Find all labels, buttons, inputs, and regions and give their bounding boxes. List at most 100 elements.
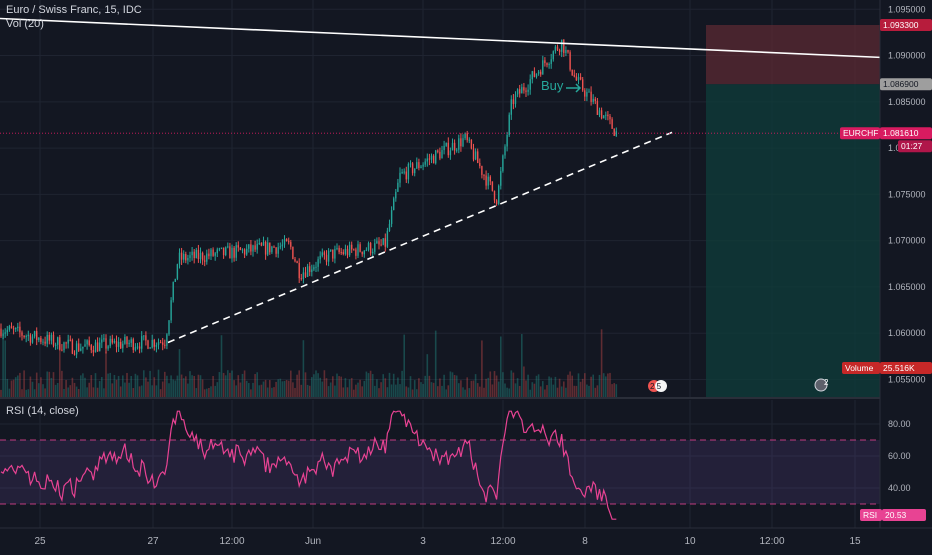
volume-bar xyxy=(602,373,605,398)
volume-bar xyxy=(521,334,523,398)
volume-bar xyxy=(86,387,88,398)
volume-bar xyxy=(44,388,46,398)
price-candle xyxy=(23,335,25,338)
price-candle xyxy=(185,253,187,261)
price-candle xyxy=(86,340,88,345)
volume-bar xyxy=(382,374,384,398)
volume-bar xyxy=(176,375,179,398)
price-candle xyxy=(50,334,53,341)
volume-bar xyxy=(281,381,284,398)
price-candle xyxy=(579,77,582,80)
volume-bar xyxy=(611,384,613,398)
volume-bar xyxy=(432,382,435,398)
price-candle xyxy=(600,110,603,119)
price-candle xyxy=(363,250,365,255)
price-candle xyxy=(153,339,155,347)
price-candle xyxy=(174,278,176,282)
volume-bar xyxy=(573,385,576,398)
price-candle xyxy=(319,255,321,260)
price-candle xyxy=(252,245,254,252)
volume-bar xyxy=(218,372,221,398)
price-candle xyxy=(510,99,512,115)
price-candle xyxy=(92,350,95,353)
price-tick-label: 1.055000 xyxy=(888,374,926,384)
volume-bar xyxy=(416,389,418,398)
price-candle xyxy=(443,145,445,151)
volume-bar xyxy=(531,382,534,398)
price-candle xyxy=(164,344,166,346)
volume-bar xyxy=(84,377,86,398)
volume-bar xyxy=(535,375,538,398)
price-candle xyxy=(399,172,401,183)
price-candle xyxy=(233,247,235,258)
price-candle xyxy=(38,337,40,340)
price-candle xyxy=(466,133,468,141)
volume-bar xyxy=(424,375,426,398)
volume-bar xyxy=(596,385,599,398)
price-candle xyxy=(508,114,510,135)
price-candle xyxy=(46,334,48,344)
volume-bar xyxy=(203,389,206,398)
price-candle xyxy=(615,131,617,136)
price-candle xyxy=(565,50,567,53)
price-candle xyxy=(294,258,296,262)
price-candle xyxy=(605,114,607,116)
price-candle xyxy=(592,98,594,102)
volume-bar xyxy=(92,387,95,398)
volume-bar xyxy=(529,389,531,398)
price-candle xyxy=(80,348,82,351)
price-candle xyxy=(225,247,227,256)
volume-bar xyxy=(455,375,458,398)
price-candle xyxy=(458,138,460,150)
price-candle xyxy=(124,336,126,344)
event-badge-count: 2 xyxy=(824,378,829,387)
price-candle xyxy=(166,334,168,346)
volume-bar xyxy=(279,378,282,398)
price-candle xyxy=(54,344,57,346)
volume-bar xyxy=(323,370,326,398)
volume-bar xyxy=(4,340,6,398)
price-candle xyxy=(380,244,382,246)
volume-bar xyxy=(153,377,156,398)
price-candle xyxy=(285,239,288,242)
volume-bar xyxy=(80,375,82,398)
price-candle xyxy=(141,336,143,349)
volume-bar xyxy=(124,382,126,398)
volume-bar xyxy=(380,382,382,398)
price-candle xyxy=(73,353,76,355)
price-candle xyxy=(222,247,225,256)
price-candle xyxy=(6,329,8,333)
volume-bar xyxy=(29,376,32,398)
volume-bar xyxy=(214,385,216,398)
volume-bar xyxy=(98,381,101,398)
volume-bar xyxy=(405,386,408,398)
volume-bar xyxy=(342,387,345,398)
volume-bar xyxy=(466,377,468,398)
volume-bar xyxy=(25,389,27,398)
volume-bar xyxy=(313,374,315,398)
price-candle xyxy=(78,343,80,351)
price-candle xyxy=(267,242,269,255)
price-candle xyxy=(397,182,399,192)
price-candle xyxy=(292,246,294,259)
volume-bar xyxy=(182,378,185,398)
volume-bar xyxy=(586,384,588,398)
volume-bar xyxy=(361,386,363,398)
volume-bar xyxy=(233,380,235,398)
stop-price-badge-background xyxy=(880,18,932,31)
price-candle xyxy=(330,249,332,251)
volume-bar xyxy=(168,383,170,398)
price-candle xyxy=(10,326,13,329)
volume-bar xyxy=(19,372,21,398)
volume-bar xyxy=(447,385,450,398)
volume-bar xyxy=(483,387,485,398)
price-candle xyxy=(36,331,38,340)
volume-bar xyxy=(33,389,36,398)
price-candle xyxy=(420,166,422,168)
volume-bar xyxy=(474,374,477,398)
volume-bar xyxy=(544,389,546,398)
volume-bar xyxy=(71,377,74,398)
volume-bar xyxy=(613,383,615,398)
